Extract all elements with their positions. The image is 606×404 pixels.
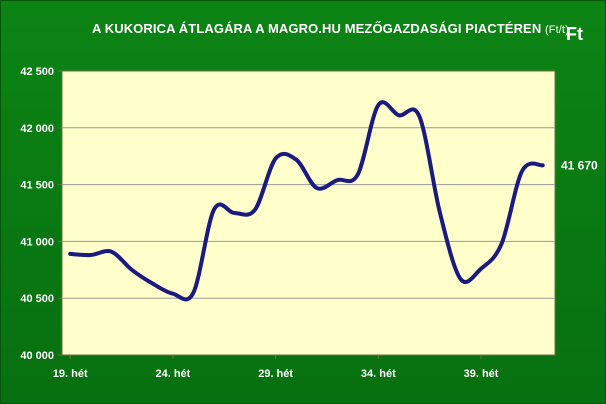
chart-title-unit: (Ft/t) — [545, 24, 569, 36]
y-axis-ticks: 40 000 40 500 41 000 41 500 42 000 42 500 — [20, 66, 62, 362]
y-tick-label: 40 000 — [20, 350, 54, 362]
x-tick-label: 39. hét — [464, 368, 499, 380]
x-tick-label: 19. hét — [53, 368, 88, 380]
x-tick-label: 29. hét — [258, 368, 293, 380]
y-tick-label: 41 000 — [20, 236, 54, 248]
y-tick-label: 40 500 — [20, 293, 54, 305]
x-tick-label: 24. hét — [155, 368, 190, 380]
x-axis-ticks: 19. hét 24. hét 29. hét 34. hét 39. hét — [53, 355, 499, 380]
y-tick-label: 42 000 — [20, 123, 54, 135]
y-unit-label: Ft — [566, 24, 583, 44]
chart-title-text: A KUKORICA ÁTLAGÁRA A MAGRO.HU MEZŐGAZDA… — [92, 21, 542, 36]
y-tick-label: 42 500 — [20, 66, 54, 78]
gridlines — [62, 127, 555, 299]
series-line — [68, 100, 545, 302]
y-tick-label: 41 500 — [20, 180, 54, 192]
plot-area — [61, 70, 556, 356]
x-tick-label: 34. hét — [361, 368, 396, 380]
last-value-label: 41 670 — [561, 158, 598, 172]
chart-title: A KUKORICA ÁTLAGÁRA A MAGRO.HU MEZŐGAZDA… — [92, 21, 569, 36]
